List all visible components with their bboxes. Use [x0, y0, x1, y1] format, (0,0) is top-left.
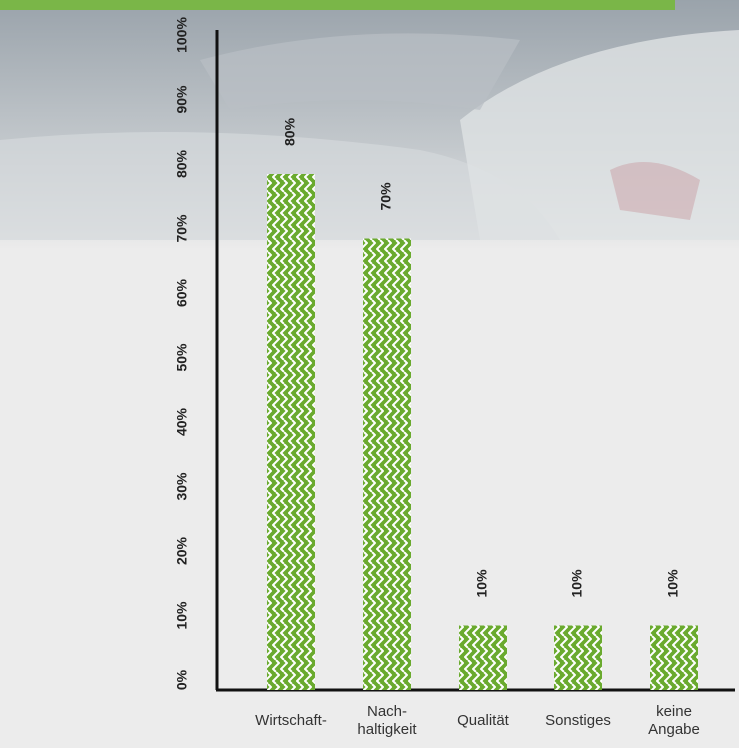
value-label: 70%	[378, 182, 394, 211]
y-tick-label: 20%	[174, 536, 190, 565]
y-tick-label: 30%	[174, 472, 190, 501]
x-tick-label: Qualität	[457, 712, 509, 729]
bar-pattern	[650, 625, 698, 690]
y-tick-label: 40%	[174, 407, 190, 436]
value-label: 10%	[665, 569, 681, 598]
y-tick-label: 90%	[174, 85, 190, 114]
value-label: 10%	[474, 569, 490, 598]
value-label: 80%	[282, 117, 298, 146]
bar-pattern	[459, 625, 507, 690]
y-tick-label: 100%	[174, 17, 190, 53]
background-photo	[0, 0, 739, 250]
x-tick-label: Sonstiges	[545, 712, 611, 729]
y-tick-label: 70%	[174, 214, 190, 243]
bar-pattern	[554, 625, 602, 690]
y-tick-label: 60%	[174, 278, 190, 307]
x-tick-label: keine Angabe	[648, 703, 700, 738]
x-tick-label: Nach- haltigkeit	[357, 703, 417, 738]
y-tick-label: 80%	[174, 149, 190, 178]
x-tick-label: Wirtschaft-	[255, 712, 327, 729]
y-tick-label: 10%	[174, 601, 190, 630]
bar-pattern	[267, 174, 315, 690]
y-tick-label: 0%	[174, 669, 190, 690]
bar-pattern	[363, 238, 411, 690]
value-label: 10%	[569, 569, 585, 598]
y-tick-label: 50%	[174, 343, 190, 372]
